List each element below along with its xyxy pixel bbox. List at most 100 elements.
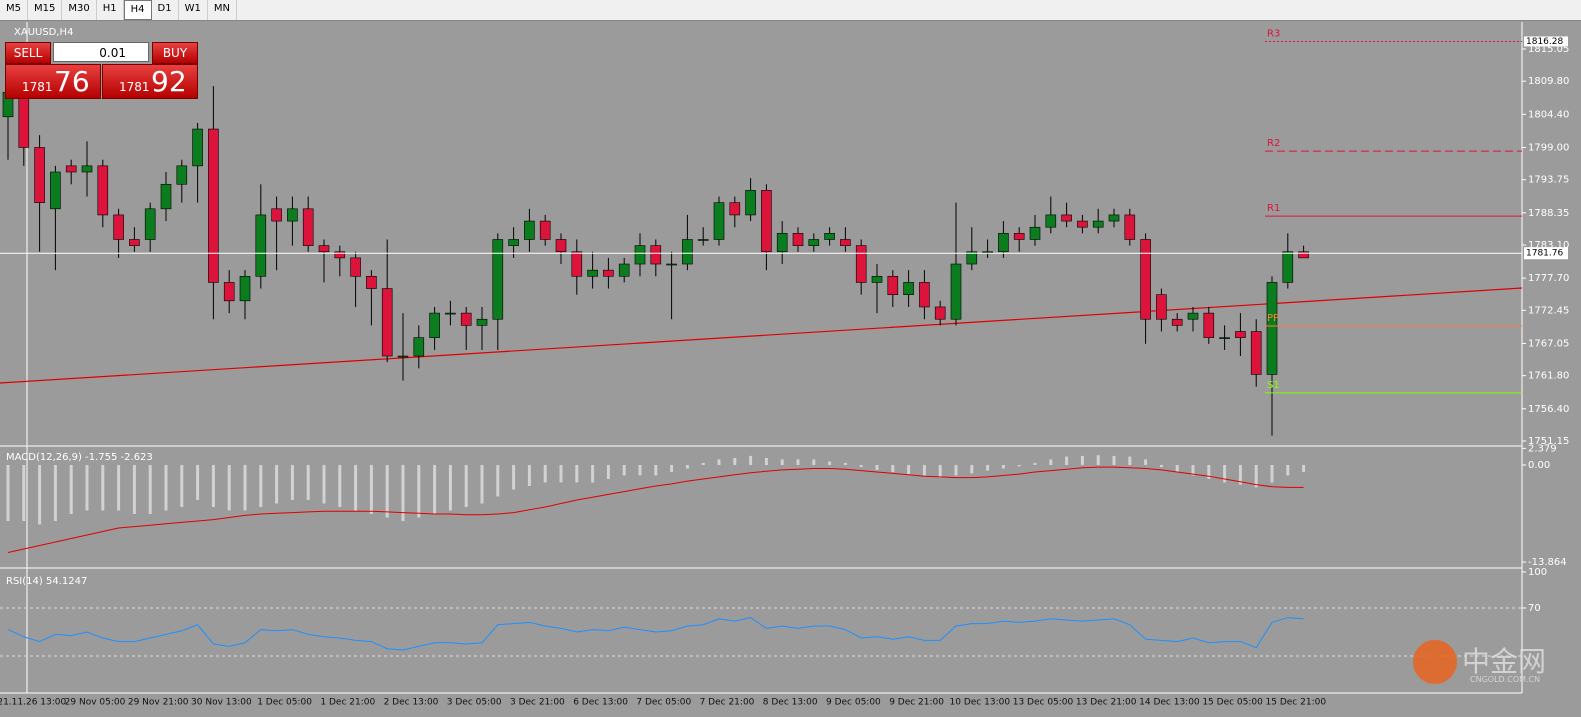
candle-body — [176, 165, 188, 185]
sell-button[interactable]: SELL — [5, 42, 51, 64]
macd-bar — [1270, 464, 1274, 483]
macd-bar — [22, 464, 26, 522]
candle-body — [223, 282, 235, 302]
macd-bar — [685, 464, 689, 469]
candle-body — [1235, 331, 1246, 338]
macd-bar — [1065, 456, 1069, 465]
macd-bar — [986, 464, 990, 471]
candle-body — [1266, 282, 1278, 375]
candle-body — [1045, 214, 1057, 228]
candle-body — [318, 245, 330, 253]
candle-body — [539, 220, 551, 240]
candle-body — [618, 263, 630, 277]
candle-body — [934, 306, 946, 320]
x-tick-label: 1 Dec 21:00 — [320, 698, 375, 708]
pivot-label: S1 — [1267, 380, 1280, 391]
candle-body — [192, 128, 203, 167]
macd-bar — [1033, 462, 1037, 465]
y-tick-label: 1815.05 — [1528, 44, 1569, 55]
candle-body — [1092, 220, 1104, 228]
rsi-line — [7, 617, 1304, 651]
x-tick-label: 10 Dec 13:00 — [950, 698, 1011, 708]
macd-bar — [38, 464, 42, 525]
macd-bar — [275, 464, 279, 504]
sell-price-pips: 76 — [54, 65, 90, 98]
timeframe-tab[interactable]: MN — [208, 0, 237, 20]
macd-bar — [401, 464, 405, 522]
lot-input[interactable]: 0.01 — [53, 42, 149, 62]
level-tag-label: 1816.28 — [1526, 37, 1563, 47]
timeframe-tab[interactable]: D1 — [152, 0, 179, 20]
timeframe-tab[interactable]: H1 — [97, 0, 124, 20]
macd-bar — [543, 464, 547, 483]
candle-body — [287, 208, 298, 222]
candle-body — [587, 269, 598, 277]
y-tick-label: 1756.40 — [1528, 404, 1569, 415]
x-tick-label: 7 Dec 21:00 — [700, 698, 755, 708]
macd-bar — [875, 464, 879, 470]
x-tick-label: 6 Dec 13:00 — [573, 698, 628, 708]
candle-body — [113, 214, 124, 240]
y-tick-label: 1788.35 — [1528, 208, 1569, 219]
macd-bar — [954, 464, 958, 476]
candle-body — [239, 275, 251, 302]
macd-bar — [243, 464, 247, 511]
y-tick-label: -13.864 — [1528, 557, 1567, 568]
macd-bar — [164, 464, 168, 511]
y-tick-label: 1777.70 — [1528, 273, 1569, 284]
candle-body — [492, 239, 504, 320]
macd-bar — [1238, 464, 1242, 485]
candle-body — [65, 165, 77, 173]
macd-bar — [733, 457, 737, 465]
sell-price[interactable]: 1781 76 — [5, 64, 101, 99]
panel-title: MACD(12,26,9) -1.755 -2.623 — [6, 452, 153, 463]
macd-bar — [1159, 464, 1163, 468]
candle-body — [524, 220, 535, 240]
candle-body — [1108, 214, 1120, 222]
candle-body — [208, 128, 219, 283]
macd-bar — [1207, 464, 1211, 479]
buy-button[interactable]: BUY — [152, 42, 198, 64]
macd-bar — [290, 464, 294, 500]
x-tick-label: 13 Dec 21:00 — [1076, 698, 1137, 708]
macd-bar — [606, 464, 610, 479]
x-tick-label: 8 Dec 13:00 — [763, 698, 818, 708]
candle-body — [144, 208, 156, 240]
y-tick-label: 70 — [1528, 603, 1541, 614]
candle-body — [397, 355, 409, 358]
macd-bar — [638, 464, 642, 476]
y-tick-label: 1804.40 — [1528, 109, 1569, 120]
macd-bar — [812, 459, 816, 465]
timeframe-tab[interactable]: M15 — [28, 0, 63, 20]
candle-body — [1124, 214, 1136, 240]
macd-bar — [1191, 464, 1195, 476]
timeframe-tab[interactable]: W1 — [179, 0, 208, 20]
macd-bar — [717, 459, 721, 465]
candle-body — [950, 263, 962, 320]
x-tick-label: 15 Dec 21:00 — [1266, 698, 1327, 708]
macd-bar — [1096, 455, 1100, 465]
timeframe-tab[interactable]: H4 — [123, 0, 152, 20]
candle-body — [729, 202, 741, 216]
macd-bar — [433, 464, 437, 515]
macd-bar — [496, 464, 500, 497]
candle-body — [713, 202, 725, 240]
timeframe-tab[interactable]: M30 — [62, 0, 97, 20]
buy-price[interactable]: 1781 92 — [102, 64, 198, 99]
macd-bar — [227, 464, 231, 511]
macd-bar — [6, 464, 10, 522]
candle-body — [429, 312, 440, 338]
x-tick-label: 7 Dec 05:00 — [636, 698, 691, 708]
candle-body — [761, 190, 772, 253]
macd-bar — [196, 464, 200, 500]
timeframe-tab[interactable]: M5 — [0, 0, 28, 20]
macd-bar — [701, 462, 705, 465]
candle-body — [97, 165, 109, 216]
candle-body — [1029, 226, 1041, 240]
macd-bar — [828, 461, 832, 465]
candle-body — [1061, 214, 1072, 222]
candle-body — [1250, 331, 1262, 375]
y-tick-label: 1783.10 — [1528, 240, 1569, 251]
